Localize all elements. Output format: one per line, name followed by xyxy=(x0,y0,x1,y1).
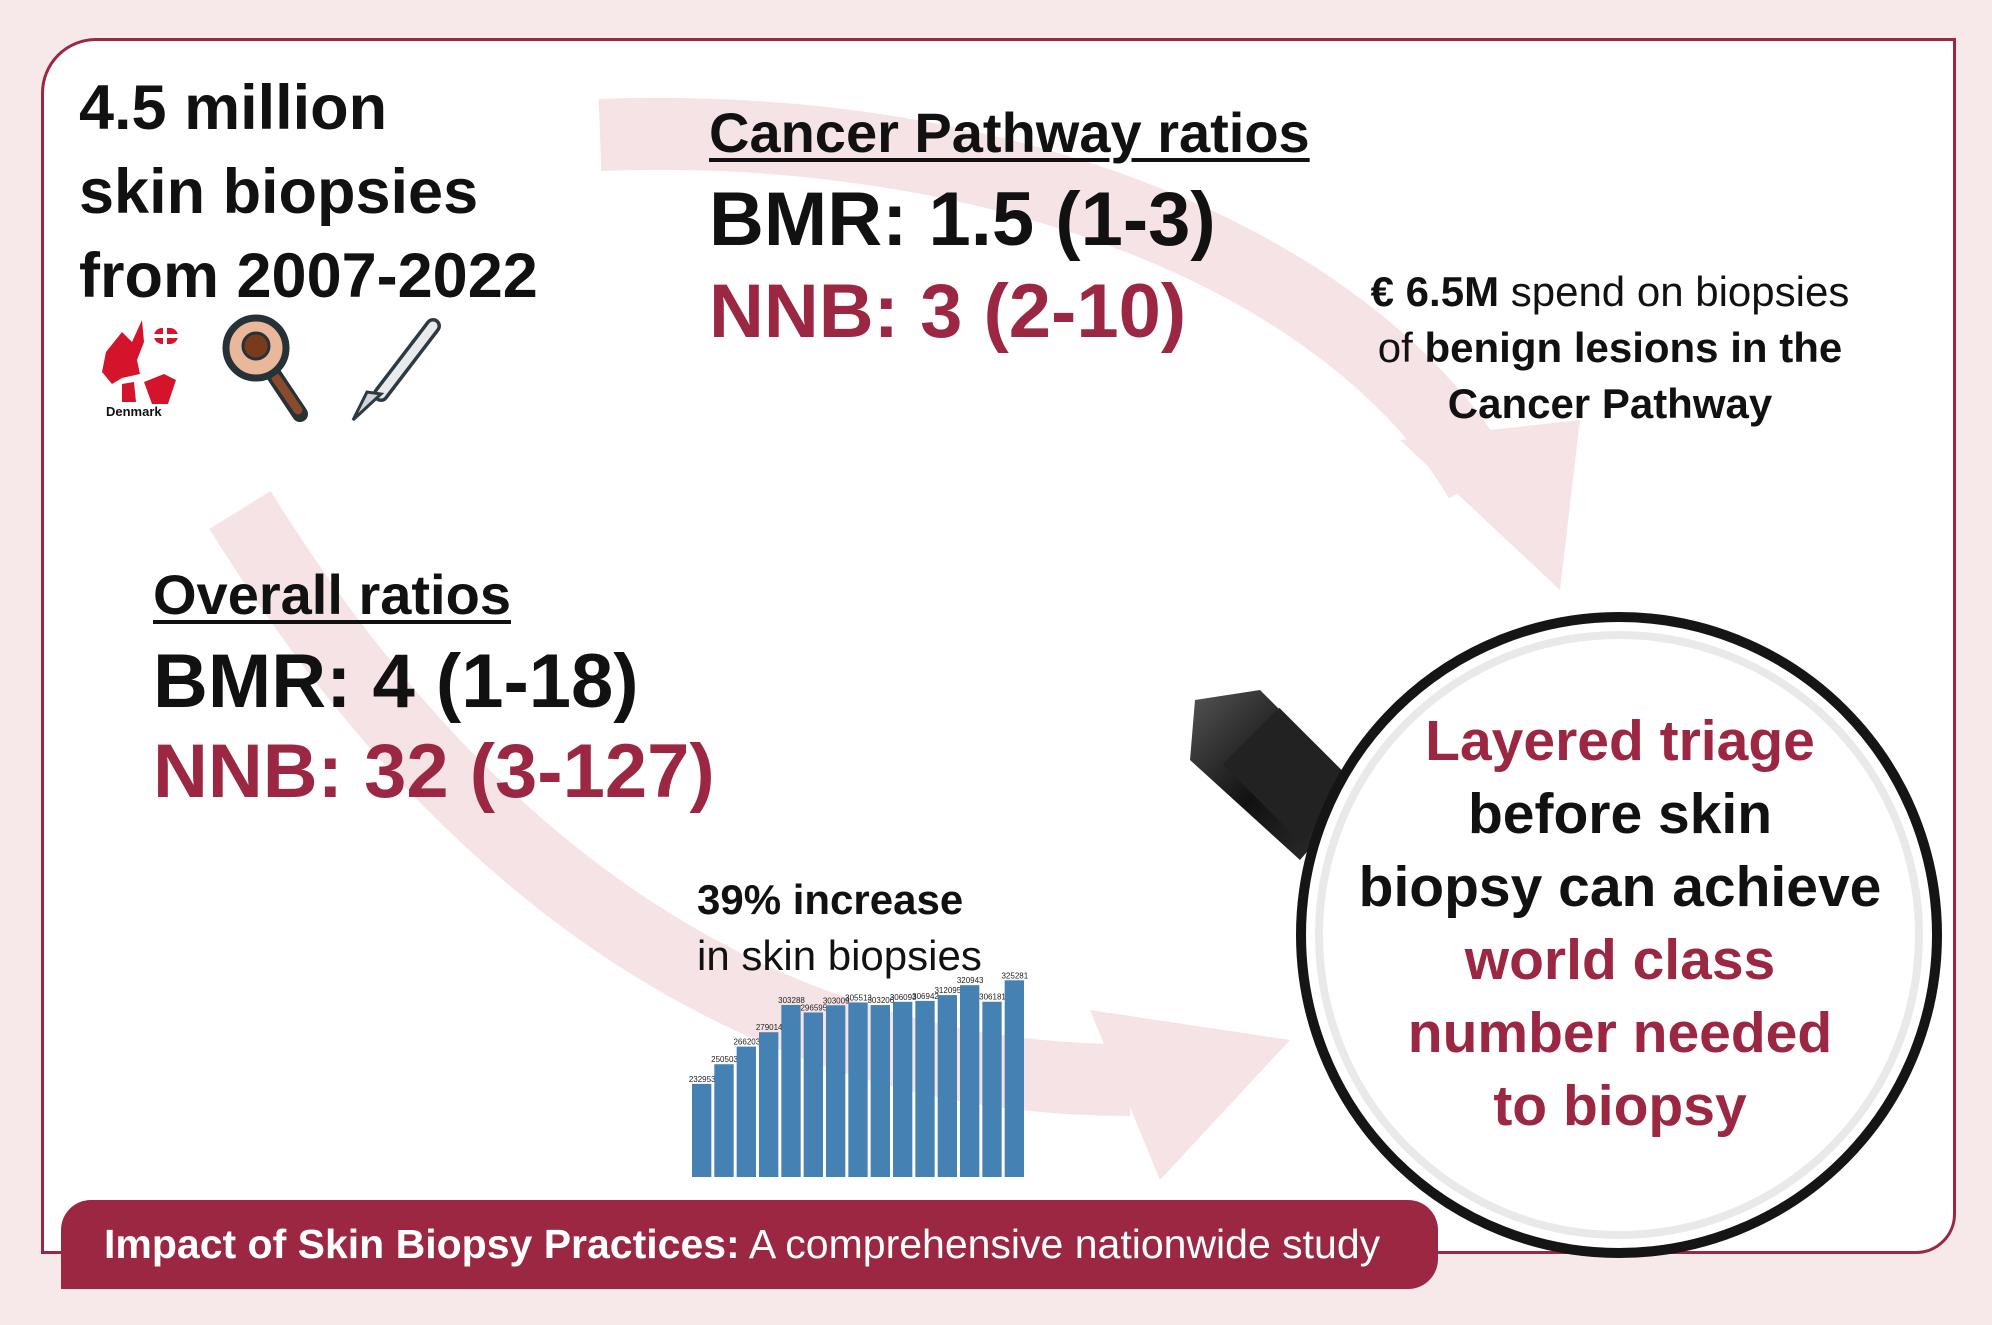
bottom-arrow-head xyxy=(1090,1010,1290,1180)
headline-line: skin biopsies xyxy=(79,157,479,227)
conclusion-line: Layered triage xyxy=(1425,709,1815,773)
chart-bar xyxy=(692,1083,712,1177)
chart-bar-label: 296595 xyxy=(800,1003,827,1012)
chart-bar xyxy=(736,1046,756,1177)
chart-bar-label: 303009 xyxy=(823,996,850,1005)
chart-bar xyxy=(982,1001,1002,1177)
increase-line2: in skin biopsies xyxy=(697,932,982,979)
denmark-map-icon: Denmark xyxy=(92,312,182,422)
chart-bar-label: 232953 xyxy=(689,1075,716,1084)
chart-bar-label: 303288 xyxy=(778,996,805,1005)
chart-bar xyxy=(893,1001,913,1177)
conclusion-line: biopsy can achieve xyxy=(1358,855,1882,919)
headline: 4.5 million skin biopsies from 2007-2022 xyxy=(79,66,538,318)
conclusion-line: before skin xyxy=(1467,782,1773,846)
magnifier-mole-icon xyxy=(220,312,310,422)
overall-bmr: BMR: 4 (1-18) xyxy=(153,639,639,724)
map-label: Denmark xyxy=(106,404,162,419)
cost-text: of xyxy=(1377,324,1425,371)
scalpel-icon xyxy=(345,312,445,422)
headline-line: from 2007-2022 xyxy=(79,241,538,311)
conclusion-line: world class xyxy=(1464,928,1776,992)
chart-bar xyxy=(915,1000,935,1177)
chart-bar-label: 320943 xyxy=(957,976,984,985)
top-arrow-head xyxy=(1400,420,1580,590)
chart-bar xyxy=(960,985,980,1177)
chart-bar xyxy=(826,1005,846,1177)
chart-bar-label: 325281 xyxy=(1001,971,1028,980)
chart-bar-label: 266203 xyxy=(733,1038,760,1047)
overall-heading: Overall ratios xyxy=(153,563,511,626)
chart-bar-label: 305513 xyxy=(845,993,872,1002)
top-arrow xyxy=(598,97,1511,499)
cost-text: Cancer Pathway xyxy=(1447,380,1773,427)
cancer-pathway-bmr: BMR: 1.5 (1-3) xyxy=(709,177,1216,262)
chart-bar xyxy=(759,1032,779,1177)
headline-line: 4.5 million xyxy=(79,73,388,143)
chart-bar-label: 312095 xyxy=(934,986,961,995)
cancer-pathway-heading: Cancer Pathway ratios xyxy=(709,101,1310,164)
overall-nnb: NNB: 32 (3-127) xyxy=(153,729,715,814)
chart-bar-label: 279014 xyxy=(756,1023,783,1032)
conclusion: Layered triage before skin biopsy can ac… xyxy=(1330,705,1910,1143)
chart-bar-label: 306093 xyxy=(890,993,917,1002)
conclusion-line: to biopsy xyxy=(1493,1074,1747,1138)
chart-bar xyxy=(781,1004,801,1177)
cost-text: benign lesions in the xyxy=(1424,324,1843,371)
chart-bar xyxy=(870,1005,890,1177)
chart-bar-label: 250503 xyxy=(711,1055,738,1064)
cost-note: € 6.5M spend on biopsies of benign lesio… xyxy=(1320,264,1900,432)
chart-bar-label: 306181 xyxy=(979,993,1006,1002)
cancer-pathway-nnb: NNB: 3 (2-10) xyxy=(709,269,1187,354)
chart-bar-label: 306942 xyxy=(912,992,939,1001)
cost-text: spend on biopsies xyxy=(1499,268,1850,315)
banner-bold: Impact of Skin Biopsy Practices: xyxy=(104,1221,740,1267)
chart-bar xyxy=(714,1064,734,1177)
title-banner: Impact of Skin Biopsy Practices: A compr… xyxy=(61,1200,1438,1289)
chart-bar-label: 303206 xyxy=(867,996,894,1005)
chart-bar xyxy=(937,995,957,1177)
chart-bar xyxy=(848,1002,868,1177)
conclusion-line: number needed xyxy=(1407,1001,1833,1065)
banner-subtitle: A comprehensive nationwide study xyxy=(739,1221,1381,1267)
increase-line1: 39% increase xyxy=(697,876,964,923)
cost-amount: € 6.5M xyxy=(1370,268,1500,315)
chart-bar xyxy=(803,1012,823,1177)
biopsy-bar-chart: 232953 250503 266203 279014 3032882965953030… xyxy=(689,971,1029,1177)
chart-bar xyxy=(1004,980,1024,1177)
